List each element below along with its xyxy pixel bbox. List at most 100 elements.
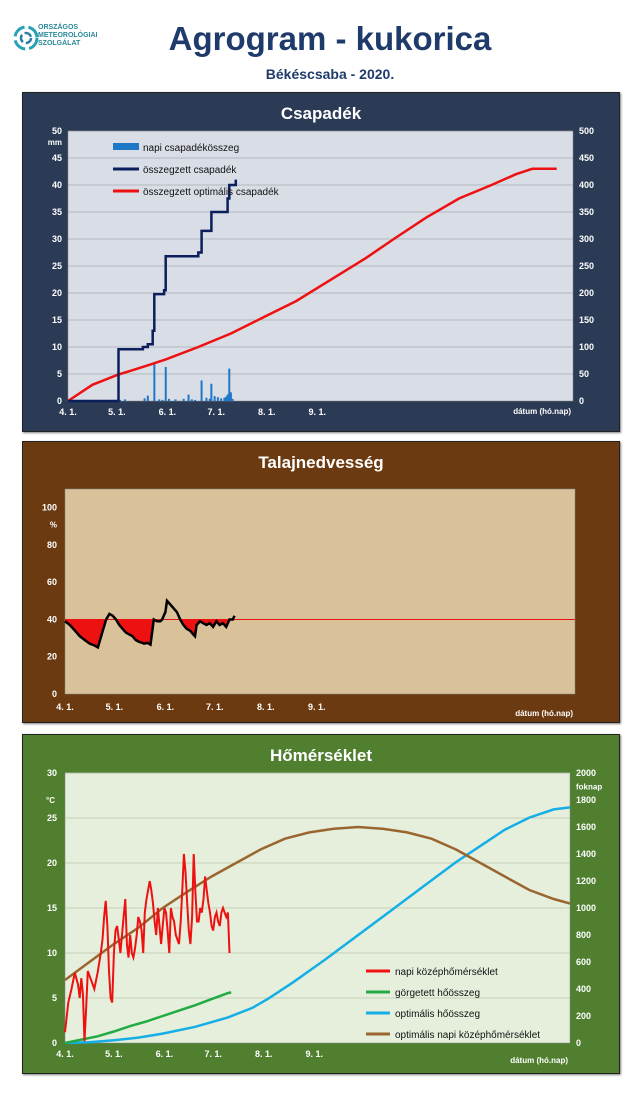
y-tick-label: 15 <box>52 315 62 325</box>
y2-tick-label: 2000 <box>576 768 596 778</box>
logo-line-1: ORSZÁGOS <box>38 24 79 31</box>
daily-precip-bar <box>210 383 213 401</box>
daily-precip-bar <box>208 398 211 401</box>
y2-tick-label: 200 <box>579 288 594 298</box>
x-tick-label: 4. 1. <box>56 1049 74 1059</box>
x-axis-label: dátum (hó.nap) <box>510 1056 568 1065</box>
daily-precip-bar <box>223 397 226 401</box>
daily-precip-bar <box>228 368 231 401</box>
y2-tick-label: 0 <box>576 1038 581 1048</box>
daily-precip-bar <box>124 399 127 401</box>
y-tick-label: 20 <box>52 288 62 298</box>
y2-tick-label: 300 <box>579 234 594 244</box>
y-tick-label: 50 <box>52 126 62 136</box>
y-tick-label: 5 <box>57 369 62 379</box>
y2-tick-label: 600 <box>576 957 591 967</box>
daily-precip-bar <box>168 398 170 401</box>
x-tick-label: 6. 1. <box>157 702 175 712</box>
y2-tick-label: 500 <box>579 126 594 136</box>
optimal-daily-temp-line <box>64 825 571 982</box>
y-tick-label: 10 <box>47 948 57 958</box>
y2-tick-label: 1200 <box>576 876 596 886</box>
y-tick-label: 25 <box>52 261 62 271</box>
daily-precip-bar <box>225 396 228 401</box>
chart-title: Talajnedvesség <box>258 453 383 472</box>
y-tick-label: 80 <box>47 540 57 550</box>
daily-precip-bar <box>205 397 208 401</box>
y2-tick-label: 800 <box>576 930 591 940</box>
y-tick-label: 20 <box>47 858 57 868</box>
optimal-cumulative-precip-line <box>67 167 557 403</box>
daily-precip-bar <box>213 396 216 401</box>
soil-moisture-line <box>64 597 236 650</box>
legend-swatch <box>113 143 139 150</box>
x-tick-label: 5. 1. <box>105 1049 123 1059</box>
y2-tick-label: 50 <box>579 369 589 379</box>
soil-moisture-chart: Talajnedvesség 0 20 40 60 80 100% 4. 1. 5. 1. 6. … <box>42 453 576 718</box>
soil-moisture-panel: Talajnedvesség 0 20 40 60 80 100% 4. 1. 5. 1. 6. … <box>22 441 620 723</box>
legend-entry: összegzett csapadék <box>143 165 237 176</box>
x-tick-label: 8. 1. <box>257 702 275 712</box>
chart-title: Hőmérséklet <box>270 746 372 765</box>
y-tick-label: 10 <box>52 342 62 352</box>
y2-tick-label: 1400 <box>576 849 596 859</box>
daily-precip-bar <box>200 380 203 401</box>
daily-precip-bar <box>146 395 149 401</box>
daily-precip-bar <box>194 399 197 401</box>
daily-precip-bar <box>190 399 193 401</box>
x-axis-label: dátum (hó.nap) <box>515 709 573 718</box>
y2-tick-label: 350 <box>579 207 594 217</box>
y-axis-unit: % <box>50 520 57 529</box>
y-tick-label: 25 <box>47 813 57 823</box>
daily-precip-bar <box>231 398 234 401</box>
y-tick-label: 0 <box>52 689 57 699</box>
y-tick-label: 30 <box>52 234 62 244</box>
temperature-panel: Hőmérséklet 0 5 10 15 20 25 30 0 200 400 600 800 1000… <box>22 734 620 1074</box>
y-tick-label: 45 <box>52 153 62 163</box>
daily-precip-bar <box>119 399 122 401</box>
plot-area <box>64 488 576 695</box>
x-tick-label: 7. 1. <box>207 407 225 417</box>
legend-entry: optimális napi középhőmérséklet <box>395 1030 540 1041</box>
daily-precip-bar <box>143 398 146 401</box>
daily-precip-bar <box>158 399 161 401</box>
daily-precip-bar <box>216 397 219 401</box>
y2-tick-label: 450 <box>579 153 594 163</box>
y2-tick-label: 250 <box>579 261 594 271</box>
daily-precip-bar <box>229 392 232 401</box>
daily-precip-bar <box>153 364 156 401</box>
legend-entry: napi középhőmérséklet <box>395 967 498 978</box>
optimal-heat-sum-line <box>64 806 571 1045</box>
x-tick-label: 8. 1. <box>255 1049 273 1059</box>
daily-precip-bar <box>226 394 229 401</box>
x-tick-label: 5. 1. <box>108 407 126 417</box>
y2-tick-label: 1000 <box>576 903 596 913</box>
y-tick-label: 20 <box>47 652 57 662</box>
x-tick-label: 6. 1. <box>159 407 177 417</box>
daily-precip-bar <box>164 366 167 401</box>
y-tick-label: 35 <box>52 207 62 217</box>
x-axis-label: dátum (hó.nap) <box>513 407 571 416</box>
x-tick-label: 7. 1. <box>204 1049 222 1059</box>
x-tick-label: 9. 1. <box>305 1049 323 1059</box>
x-tick-label: 9. 1. <box>308 407 326 417</box>
omsz-logo <box>13 25 39 51</box>
daily-precip-bar <box>187 394 190 401</box>
legend-entry: napi csapadékösszeg <box>143 143 239 154</box>
y2-tick-label: 200 <box>576 1011 591 1021</box>
precipitation-chart: Csapadék05101520253035404550050100150200… <box>48 104 594 417</box>
cumulative-precip-line <box>68 179 238 403</box>
y2-tick-label: 400 <box>576 984 591 994</box>
chart-title: Csapadék <box>281 104 362 123</box>
legend-entry: optimális hőösszeg <box>395 1009 480 1020</box>
x-tick-label: 8. 1. <box>258 407 276 417</box>
daily-precip-bar <box>220 398 223 401</box>
page-title: Agrogram - kukorica <box>168 20 492 57</box>
y-tick-label: 100 <box>42 503 57 513</box>
y-tick-label: 0 <box>52 1038 57 1048</box>
y-tick-label: 5 <box>52 993 57 1003</box>
daily-mean-temp-line <box>64 853 231 1042</box>
x-tick-label: 9. 1. <box>308 702 326 712</box>
logo-emblem-icon <box>13 25 39 51</box>
y-tick-label: 40 <box>47 614 57 624</box>
